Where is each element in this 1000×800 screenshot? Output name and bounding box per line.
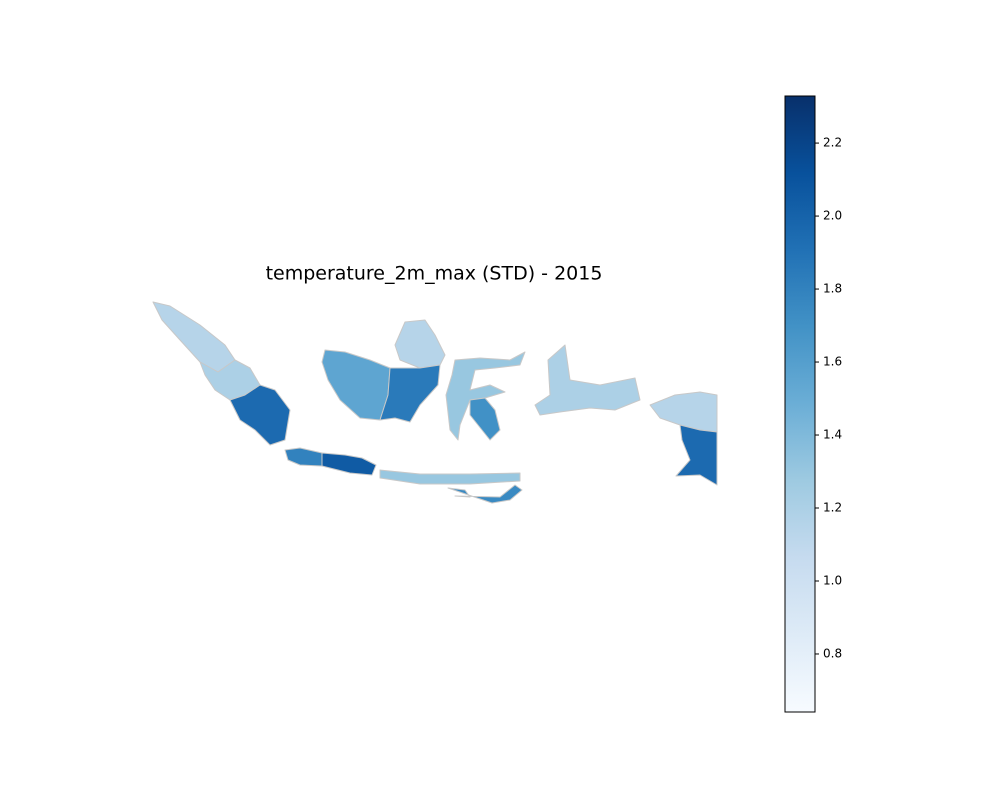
region	[229, 384, 291, 446]
tick-label: 2.2	[823, 136, 842, 150]
region	[675, 424, 718, 486]
region	[445, 351, 526, 441]
map	[152, 301, 718, 504]
tick-label: 1.8	[823, 282, 842, 296]
region	[152, 301, 236, 373]
region	[321, 452, 377, 476]
region	[469, 397, 501, 441]
region	[394, 319, 446, 369]
region	[284, 447, 323, 467]
region	[379, 469, 521, 485]
tick-label: 2.0	[823, 209, 842, 223]
tick-label: 1.6	[823, 355, 842, 369]
tick-label: 0.8	[823, 646, 842, 660]
region	[534, 344, 641, 416]
map-title: temperature_2m_max (STD) - 2015	[266, 263, 603, 285]
tick-label: 1.4	[823, 428, 842, 442]
region	[447, 484, 523, 504]
region	[321, 349, 391, 421]
colorbar	[784, 95, 816, 713]
tick-label: 1.2	[823, 501, 842, 515]
region	[379, 364, 441, 423]
tick-label: 1.0	[823, 573, 842, 587]
